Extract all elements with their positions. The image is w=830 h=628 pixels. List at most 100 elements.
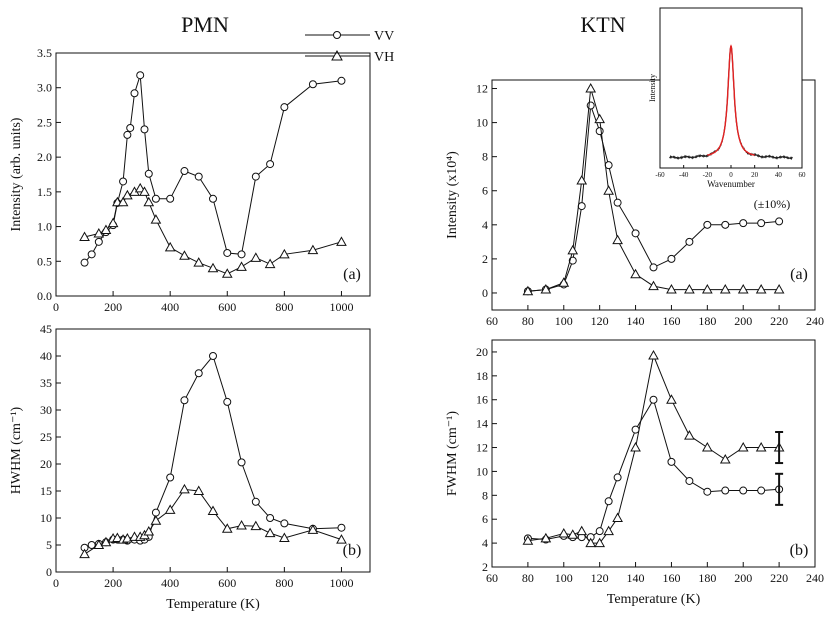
ktn_b-vh-point: [540, 532, 552, 543]
ktn_b-vv-point: [595, 527, 604, 536]
ktn_b-ytick-label: 20: [476, 345, 488, 359]
ktn_a-vv-point: [586, 101, 595, 110]
pmn_a-vv-point: [166, 194, 175, 203]
ktn_a-xtick-label: 60: [486, 314, 498, 328]
pmn_b-vh-point: [336, 534, 347, 544]
pmn_b-vh-point: [307, 524, 319, 534]
ktn_a-vv-point: [757, 219, 766, 228]
pmn_a-vv-point: [123, 130, 132, 139]
pmn_b-ylabel: HWHM (cm⁻¹): [9, 406, 24, 494]
ktn_b-xtick-label: 100: [555, 571, 573, 585]
ktn_a-vh-point: [612, 234, 623, 245]
pmn_b-xtick-label: 0: [53, 576, 59, 590]
ktn_a-xtick-label: 80: [522, 314, 534, 328]
pmn_b-vv-point: [209, 352, 217, 360]
pmn_b-vv-point: [251, 497, 260, 506]
pmn_a-vh-point: [193, 257, 205, 267]
pmn_b-vv-series-line: [84, 354, 342, 549]
pmn_b-vh-point: [279, 532, 290, 542]
pmn_b-vv-point: [194, 369, 203, 378]
ktn_a-ytick-label: 0: [482, 286, 488, 300]
inset-xtick-label: 20: [751, 171, 759, 179]
pmn_b-vh-series-line: [84, 488, 342, 555]
ktn_b-vh-point: [576, 525, 588, 536]
pmn_a-vh-point: [122, 189, 133, 200]
ktn_b-vh-point: [737, 442, 749, 452]
ktn_a-vh-point: [603, 185, 614, 195]
pmn_b-vh-point: [112, 532, 123, 542]
ktn_b-ytick-label: 6: [482, 512, 488, 526]
ktn_a-vv-point: [649, 263, 658, 272]
inset-xtick-label: -60: [655, 171, 665, 179]
pmn_b-vh-point: [221, 523, 233, 533]
ktn_a-vv-point: [685, 237, 694, 246]
ktn_a-xtick-label: 200: [734, 314, 752, 328]
inset-frame: [659, 7, 803, 169]
pmn_a-vv-point: [140, 125, 149, 134]
pmn_a-vv-point: [130, 89, 139, 98]
pmn_b-vh-point: [164, 504, 176, 514]
ktn_a-xtick-label: 160: [662, 314, 680, 328]
pmn_b-ytick-label: 40: [40, 349, 52, 363]
ktn_a-vh-point: [684, 284, 695, 294]
pmn_a-vv-point: [94, 237, 103, 246]
pmn_a-vh-point: [143, 196, 155, 207]
pmn-intensity-panel: 0 200 400 600 800 1000 0.0 0.5 1.0 1.5 2.0 2.5 3.0 3.…: [9, 46, 371, 314]
pmn_a-vv-point: [194, 172, 203, 181]
ktn_a-ytick-label: 6: [482, 184, 488, 198]
ktn_b-vh-point: [558, 528, 570, 538]
ktn_a-xtick-label: 100: [555, 314, 573, 328]
pmn_b-ytick-label: 15: [40, 484, 52, 498]
pmn_a-ylabel: Intensity (arb. units): [9, 117, 24, 231]
ktn_b-vv-point: [667, 457, 676, 466]
pmn_a-vh-point: [79, 231, 90, 241]
ktn_a-vh-point: [666, 284, 677, 294]
pmn_b-vh-point: [264, 527, 276, 538]
pmn_b-ytick-label: 30: [40, 403, 52, 417]
inset-spectrum: -60 -40 -20 0 20 40 60 Wavenumber Intensity: [648, 7, 807, 189]
ktn_b-ytick-label: 12: [476, 441, 488, 455]
ktn_b-vh-point: [567, 529, 579, 539]
pmn_b-ytick-label: 25: [40, 430, 52, 444]
pmn_a-vh-point: [307, 244, 319, 255]
ktn_a-vh-point: [719, 284, 731, 294]
legend-vv-label: VV: [374, 29, 394, 44]
pmn_a-ytick-label: 2.0: [37, 150, 52, 164]
pmn_b-vh-point: [93, 539, 105, 549]
pmn_b-vh-point: [79, 548, 90, 559]
pmn_a-vh-point: [150, 214, 162, 224]
legend-vh-label: VH: [374, 50, 394, 65]
inset-xtick-label: 60: [799, 171, 807, 179]
ktn_a-xtick-label: 240: [806, 314, 824, 328]
pmn_a-vv-point: [180, 167, 189, 176]
ktn_b-vv-point: [649, 395, 658, 404]
pmn_a-vh-point: [250, 252, 262, 262]
ktn_a-vv-point: [568, 256, 577, 265]
inset-xtick-label: 0: [729, 171, 733, 179]
ktn_b-vh-point: [666, 394, 677, 404]
pmn_a-vh-point: [336, 236, 347, 246]
pmn_a-vh-point: [207, 262, 219, 273]
ktn_a-frame: [491, 79, 816, 311]
ktn_a-vh-point: [737, 284, 749, 294]
ktn_a-ylabel: Intensity (x10⁴): [445, 151, 460, 239]
pmn_a-ytick-label: 1.0: [37, 220, 52, 234]
pmn_a-vv-series-line: [84, 75, 342, 264]
pmn_a-vv-point: [151, 194, 160, 203]
ktn_b-vv-point: [685, 476, 694, 485]
pmn_b-vv-point: [237, 458, 246, 467]
ktn_b-vv-point: [721, 486, 730, 495]
pmn_a-vv-point: [251, 172, 260, 181]
pmn_a-vh-point: [264, 258, 276, 269]
pmn_a-ytick-label: 2.5: [37, 115, 52, 129]
ktn_b-vv-point: [703, 487, 712, 496]
pmn_b-xtick-label: 200: [104, 576, 122, 590]
pmn_b-xtick-label: 600: [218, 576, 236, 590]
pmn_b-ytick-label: 5: [46, 538, 52, 552]
legend-vh-marker: [331, 49, 343, 61]
pmn_a-vv-point: [209, 194, 217, 203]
ktn_b-ytick-label: 14: [476, 417, 488, 431]
pmn_a-vv-point: [126, 123, 135, 132]
pmn_a-vh-point: [221, 268, 233, 278]
pmn_a-vh-point: [93, 227, 105, 238]
